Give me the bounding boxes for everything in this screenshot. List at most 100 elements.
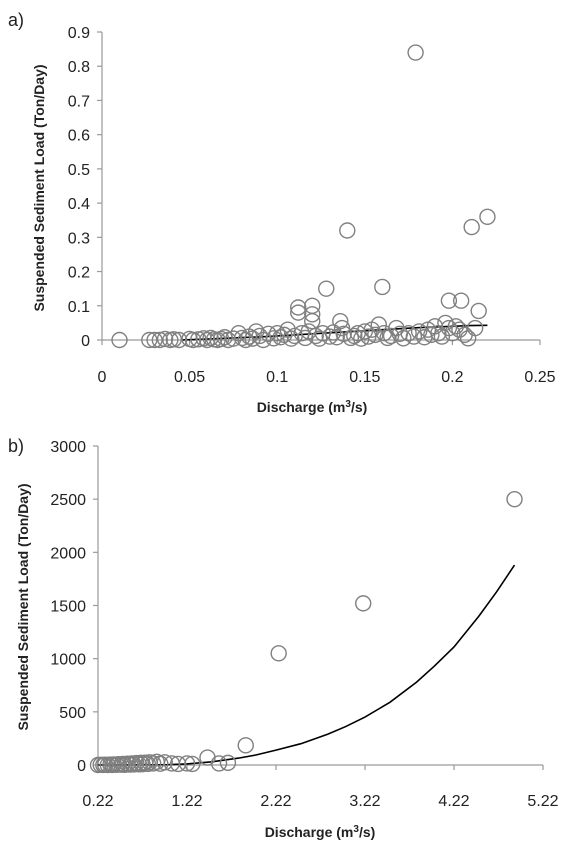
panel-a-tick-labels: 0 0.1 0.2 0.3 0.4 0.5 0.6 0.7 0.8 0.9 0 0.05 0.1 0.15… (68, 25, 556, 386)
y-tick-label: 0.6 (68, 128, 90, 145)
y-tick-label: 0 (77, 758, 86, 775)
data-point (156, 754, 173, 771)
panel-b-scatter-chart: b) Suspended Sediment Load (Ton/Day) Dis… (8, 436, 559, 840)
panel-b-x-axis-label: Discharge (m3/s) (265, 824, 376, 841)
data-point (332, 312, 349, 330)
x-tick-label: 5.22 (527, 793, 558, 810)
data-point (440, 292, 458, 309)
data-point (265, 330, 282, 347)
y-tick-label: 2000 (50, 545, 86, 562)
data-point (141, 331, 158, 349)
y-tick-label: 0.4 (68, 196, 90, 213)
y-tick-label: 0.7 (68, 93, 90, 110)
panel-a-scatter-chart: a) Suspended Sediment Load (Ton/Day) Dis… (8, 10, 556, 415)
panel-b-data-points (89, 490, 523, 774)
data-point (190, 331, 207, 348)
panel-b-label: b) (8, 436, 24, 456)
x-tick-label: 0.15 (349, 369, 380, 386)
data-point (111, 331, 128, 349)
data-point (506, 490, 523, 508)
x-tick-label: 2.22 (260, 793, 291, 810)
y-tick-label: 1000 (50, 652, 86, 669)
panel-b-trendline (97, 564, 516, 766)
data-point (405, 328, 423, 345)
panel-a-y-axis-label: Suspended Sediment Load (Ton/Day) (31, 64, 47, 311)
data-point (125, 756, 142, 773)
y-tick-label: 2500 (50, 492, 86, 509)
y-tick-label: 0.8 (68, 59, 90, 76)
data-point (210, 755, 228, 772)
data-point (170, 331, 188, 349)
data-point (304, 306, 321, 323)
data-point (244, 330, 261, 347)
data-point (290, 304, 307, 321)
data-point (290, 299, 307, 316)
data-point (437, 314, 454, 332)
trend-line (97, 564, 516, 766)
panel-a-data-points (111, 44, 496, 349)
data-point (184, 755, 201, 773)
data-point (311, 330, 328, 347)
data-point (459, 330, 477, 347)
data-point (447, 318, 465, 335)
data-point (184, 331, 202, 349)
data-point (407, 44, 424, 61)
panel-a-label: a) (8, 10, 24, 30)
data-point (379, 329, 396, 347)
data-point (225, 330, 242, 347)
y-tick-label: 3000 (50, 439, 86, 456)
data-point (178, 755, 196, 772)
data-point (132, 754, 149, 772)
data-point (346, 327, 363, 345)
y-tick-label: 0.5 (68, 162, 90, 179)
data-point (212, 330, 230, 348)
y-tick-label: 500 (59, 705, 86, 722)
data-point (423, 326, 440, 344)
data-point (269, 324, 286, 342)
data-point (463, 218, 480, 236)
data-point (355, 595, 372, 612)
data-point (198, 331, 216, 349)
x-tick-label: 0.05 (174, 369, 205, 386)
y-tick-label: 0.1 (68, 299, 90, 316)
data-point (307, 327, 324, 345)
data-point (254, 331, 272, 349)
panel-b-y-axis-label: Suspended Sediment Load (Ton/Day) (15, 483, 31, 730)
data-point (139, 755, 157, 773)
data-point (169, 755, 187, 773)
data-point (283, 330, 300, 347)
data-point (395, 330, 412, 347)
panel-b-axes (93, 445, 544, 770)
x-tick-label: 0.1 (266, 369, 288, 386)
data-point (270, 645, 287, 662)
data-point (128, 754, 145, 772)
data-point (470, 302, 487, 320)
panel-a-axes (97, 31, 541, 345)
data-point (156, 330, 174, 348)
x-tick-label: 0.22 (82, 793, 113, 810)
y-tick-label: 0.3 (68, 230, 90, 247)
data-point (339, 222, 356, 239)
x-tick-label: 0.2 (441, 369, 463, 386)
panel-a-x-axis-label: Discharge (m3/s) (257, 399, 368, 416)
y-tick-label: 1500 (50, 599, 86, 616)
x-tick-label: 3.22 (349, 793, 380, 810)
data-point (146, 331, 163, 349)
data-point (466, 319, 484, 337)
x-tick-label: 1.22 (171, 793, 202, 810)
data-point (237, 737, 254, 754)
data-point (151, 331, 169, 349)
data-point (370, 316, 388, 333)
data-point (304, 297, 321, 314)
data-point (165, 331, 183, 348)
y-tick-label: 0.2 (68, 265, 90, 282)
x-tick-label: 0 (98, 369, 107, 386)
panel-b-tick-labels: 0 500 1000 1500 2000 2500 3000 0.22 1.22 2.22 3.22… (50, 439, 558, 810)
data-point (452, 292, 470, 309)
data-point (318, 280, 335, 297)
data-point (410, 323, 428, 340)
data-point (440, 319, 458, 337)
data-point (260, 325, 277, 343)
x-tick-label: 0.25 (524, 369, 555, 386)
